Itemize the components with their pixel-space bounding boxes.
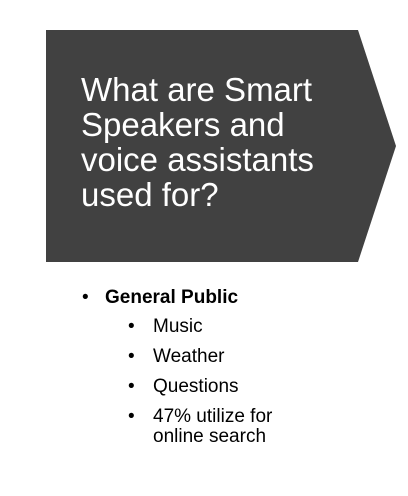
title-banner: What are Smart Speakers and voice assist… bbox=[46, 30, 396, 262]
bullet-icon: • bbox=[128, 406, 135, 427]
bullet-icon: • bbox=[82, 287, 89, 308]
bullet-heading-item: • General Public bbox=[82, 287, 238, 309]
sub-bullet-item-music: • Music bbox=[128, 317, 288, 337]
sub-bullet-item-online-search: • 47% utilize for online search bbox=[128, 407, 288, 447]
bullet-icon: • bbox=[128, 376, 135, 397]
sub-bullet-item-weather: • Weather bbox=[128, 347, 288, 367]
sub-bullet-label: 47% utilize for online search bbox=[153, 406, 273, 447]
sub-bullet-label: Weather bbox=[153, 346, 225, 367]
sub-bullet-list: • Music • Weather • Questions • 47% util… bbox=[128, 317, 288, 457]
bullet-icon: • bbox=[128, 346, 135, 367]
sub-bullet-label: Music bbox=[153, 316, 203, 337]
sub-bullet-item-questions: • Questions bbox=[128, 377, 288, 397]
bullet-icon: • bbox=[128, 316, 135, 337]
sub-bullet-label: Questions bbox=[153, 376, 239, 397]
bullet-heading-label: General Public bbox=[105, 287, 239, 308]
slide-title: What are Smart Speakers and voice assist… bbox=[81, 71, 314, 213]
bullet-list: • General Public • Music • Weather • Que… bbox=[82, 287, 272, 447]
